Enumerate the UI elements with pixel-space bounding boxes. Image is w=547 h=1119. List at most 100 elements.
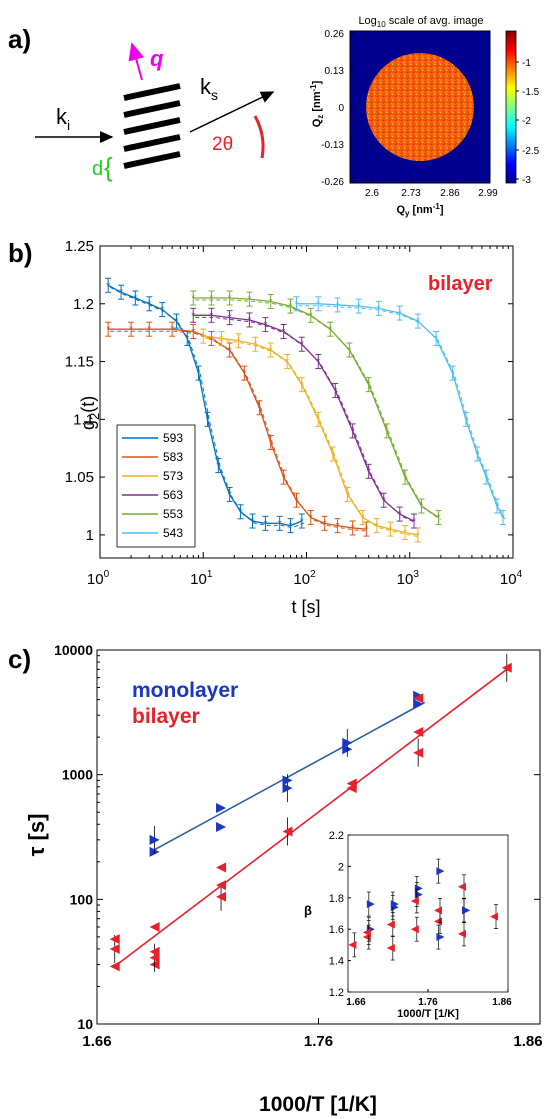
inset-frame — [347, 834, 509, 993]
d-label: d — [92, 158, 103, 180]
plot-b-fit-line — [195, 299, 441, 520]
scattering-disk — [366, 53, 474, 161]
plot-b-xtick-label: 104 — [500, 569, 523, 588]
legend-bilayer: bilayer — [132, 705, 200, 728]
inset-plot: 2.2 2 1.8 1.6 1.4 1.21.66 1.76 1.86 β 1000/T [1… — [304, 830, 512, 1020]
svg-text:ki: ki — [56, 104, 70, 133]
data-point-triangle-left — [386, 944, 395, 953]
plot-c-xlabel: 1000/T [1/K] — [259, 1093, 377, 1116]
plot-b-data-point: * — [295, 496, 299, 507]
plot-b-data-point: * — [416, 317, 420, 328]
data-point-triangle-left — [109, 961, 120, 972]
plot-b-data-point: * — [323, 519, 327, 530]
plot-b-data-point: * — [357, 302, 361, 313]
data-point-triangle-left — [109, 934, 120, 945]
plot-b-data-point: * — [398, 309, 402, 320]
plot-b-data-point: * — [185, 334, 189, 345]
plot-b-data-point: * — [278, 519, 282, 530]
plot-b-data-point: * — [375, 521, 379, 532]
plot-b-data-point: * — [367, 467, 371, 478]
image-ytick-label: -0.26 — [321, 177, 344, 188]
plot-b-data-point: * — [336, 300, 340, 311]
panel-a: a) ki q ks 2θ d { Log10 scale of avg. im… — [8, 15, 540, 218]
plot-b-data-point: * — [257, 403, 261, 414]
plot-b-data-point: * — [412, 517, 416, 528]
colorbar-tick-label: -1 — [522, 58, 531, 69]
plot-b-data-point: * — [437, 513, 441, 524]
plot-b-legend-label: 563 — [163, 488, 183, 502]
plot-b-data-point: * — [147, 299, 151, 310]
inset-series-bilayer — [348, 874, 498, 961]
plot-b-data-point: * — [263, 320, 267, 331]
plot-b-data-point: * — [403, 528, 407, 539]
plot-b-data-point: * — [364, 525, 368, 536]
inset-ytick-label: 1.2 — [329, 987, 344, 999]
plot-b-fit-line — [110, 330, 369, 532]
plot-b-data-point: * — [228, 294, 232, 305]
data-point-triangle-left — [410, 925, 419, 934]
plot-b-data-point: * — [247, 295, 251, 306]
plot-b-data-point: * — [420, 502, 424, 513]
plot-b-data-point: * — [289, 302, 293, 313]
data-point-triangle-left — [413, 726, 424, 737]
image-ytick-label: 0.13 — [325, 66, 345, 77]
data-point-triangle-left — [490, 912, 498, 921]
plot-b-data-point: * — [269, 346, 273, 357]
plot-b-ytick-label: 1.15 — [65, 354, 94, 371]
scattering-diagram: ki q ks 2θ d { — [35, 42, 275, 182]
colorbar-tick-label: -3 — [522, 175, 531, 186]
plot-b-ytick-label: 1.25 — [65, 238, 94, 255]
plot-b-data-point: * — [346, 490, 350, 501]
plot-b-xtick-label: 100 — [87, 569, 110, 588]
image-ytick-label: 0.26 — [325, 29, 345, 40]
plot-c-ytick-label: 10000 — [54, 642, 93, 658]
inset-ytick-label: 1.8 — [329, 893, 344, 905]
data-point-triangle-left — [216, 880, 227, 891]
plot-b-series-553: * * * * * * * * * * * * * * — [190, 290, 442, 526]
data-point-triangle-left — [216, 891, 227, 902]
inset-ytick-label: 1.6 — [329, 924, 344, 936]
plot-b-data-point: * — [106, 325, 110, 336]
plot-c-ytick-label: 1000 — [62, 767, 93, 783]
plot-b-legend-label: 583 — [163, 450, 183, 464]
plot-c-ytick-label: 10 — [77, 1016, 93, 1032]
svg-text:ks: ks — [200, 74, 218, 103]
angle-label: 2θ — [212, 134, 233, 155]
plot-b-data-point: * — [206, 415, 210, 426]
colorbar-tick-label: -2 — [522, 116, 531, 127]
plot-b-data-point: * — [253, 340, 257, 351]
plot-b-data-point: * — [316, 357, 320, 368]
plot-b-data-point: * — [263, 519, 267, 530]
plot-b-data-point: * — [333, 386, 337, 397]
data-point-triangle-right — [216, 822, 227, 833]
plot-c-xtick-label: 1.86 — [513, 1033, 542, 1050]
plot-b-data-point: * — [316, 415, 320, 426]
plot-b-legend-label: 553 — [163, 507, 183, 521]
inset-xlabel: 1000/T [1/K] — [397, 1008, 459, 1020]
data-point-triangle-left — [413, 747, 424, 758]
data-point-triangle-left — [458, 929, 466, 938]
plot-c-xtick-label: 1.76 — [304, 1033, 333, 1050]
plot-c-fit-line — [114, 668, 508, 967]
angle-arc — [253, 115, 265, 159]
plot-b-data-point: * — [285, 357, 289, 368]
plot-b-ytick-label: 1.1 — [73, 411, 94, 428]
q-label: q — [150, 46, 164, 71]
plot-b-data-point: * — [237, 336, 241, 347]
plot-b-data-point: * — [309, 311, 313, 322]
plot-b-data-point: * — [191, 327, 195, 338]
ks-arrow — [189, 91, 275, 133]
plot-b-data-point: * — [416, 530, 420, 541]
svg-text:Qy [nm-1]: Qy [nm-1] — [396, 202, 443, 218]
plot-b-data-point: * — [451, 369, 455, 380]
plot-b-data-point: * — [247, 315, 251, 326]
plot-b-data-point: * — [495, 502, 499, 513]
image-xtick-label: 2.86 — [440, 188, 460, 199]
plot-b-data-point: * — [351, 426, 355, 437]
plot-c-ylabel: τ [s] — [24, 814, 49, 857]
plot-b-data-point: * — [385, 426, 389, 437]
data-point-triangle-right — [216, 803, 227, 814]
data-point-triangle-right — [390, 900, 399, 909]
colorbar-tick-label: -2.5 — [522, 146, 540, 157]
